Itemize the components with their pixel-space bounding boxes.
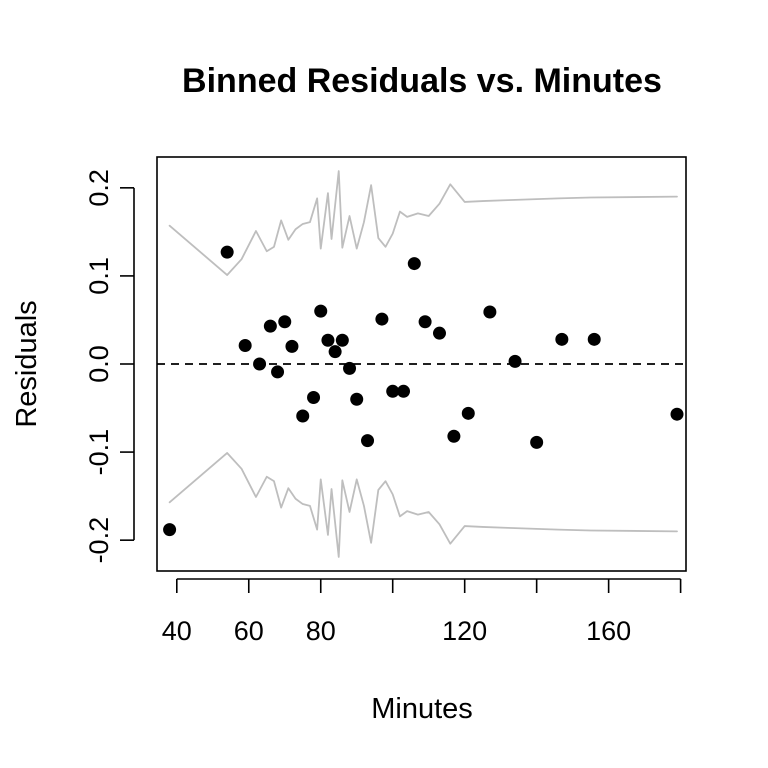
residual-point xyxy=(461,406,475,420)
residual-point xyxy=(407,257,421,271)
residual-point xyxy=(253,357,267,371)
y-axis-tick-label: -0.2 xyxy=(84,517,114,564)
residual-point xyxy=(530,435,544,449)
upper-bound-line xyxy=(168,170,678,276)
residual-point xyxy=(163,523,177,537)
y-axis-tick-label: 0.0 xyxy=(84,345,114,383)
residual-point xyxy=(432,326,446,340)
chart-title: Binned Residuals vs. Minutes xyxy=(182,62,662,100)
residual-point xyxy=(307,390,321,404)
residual-point xyxy=(375,312,389,326)
bounds-layer xyxy=(168,170,678,558)
residual-point xyxy=(271,365,285,379)
residual-point xyxy=(508,354,522,368)
x-axis: 40 60 80 120 160 xyxy=(162,578,682,646)
residual-point xyxy=(285,339,299,353)
residual-point xyxy=(321,333,335,347)
residual-point xyxy=(263,319,277,333)
residual-point xyxy=(238,339,252,352)
residual-point xyxy=(397,384,411,398)
residual-point xyxy=(350,392,364,406)
y-axis-label: Residuals xyxy=(11,300,43,427)
residual-point xyxy=(296,409,310,423)
residual-point xyxy=(361,434,375,448)
residual-point xyxy=(555,332,569,346)
residual-point xyxy=(418,315,432,329)
y-axis-tick-label: 0.1 xyxy=(84,257,114,295)
lower-bound-line xyxy=(168,452,678,558)
points-layer xyxy=(163,245,684,537)
residual-point xyxy=(220,245,234,259)
residual-point xyxy=(278,315,292,329)
x-axis-tick-label: 40 xyxy=(162,616,192,646)
y-axis: -0.2 -0.1 0.0 0.1 0.2 xyxy=(84,169,135,564)
y-axis-tick-label: 0.2 xyxy=(84,169,114,207)
residual-point xyxy=(328,345,342,359)
y-axis-tick-label: -0.1 xyxy=(84,429,114,476)
x-axis-tick-label: 80 xyxy=(306,616,336,646)
x-axis-tick-label: 120 xyxy=(442,616,487,646)
residual-point xyxy=(483,305,497,319)
residual-point xyxy=(386,384,400,398)
residual-point xyxy=(314,304,328,318)
residual-point xyxy=(447,429,461,443)
residual-point xyxy=(670,407,684,421)
residual-point xyxy=(343,361,357,375)
residual-point xyxy=(587,332,601,346)
x-axis-tick-label: 60 xyxy=(234,616,264,646)
x-axis-label: Minutes xyxy=(371,693,473,725)
residual-point xyxy=(335,333,349,347)
x-axis-tick-label: 160 xyxy=(586,616,631,646)
